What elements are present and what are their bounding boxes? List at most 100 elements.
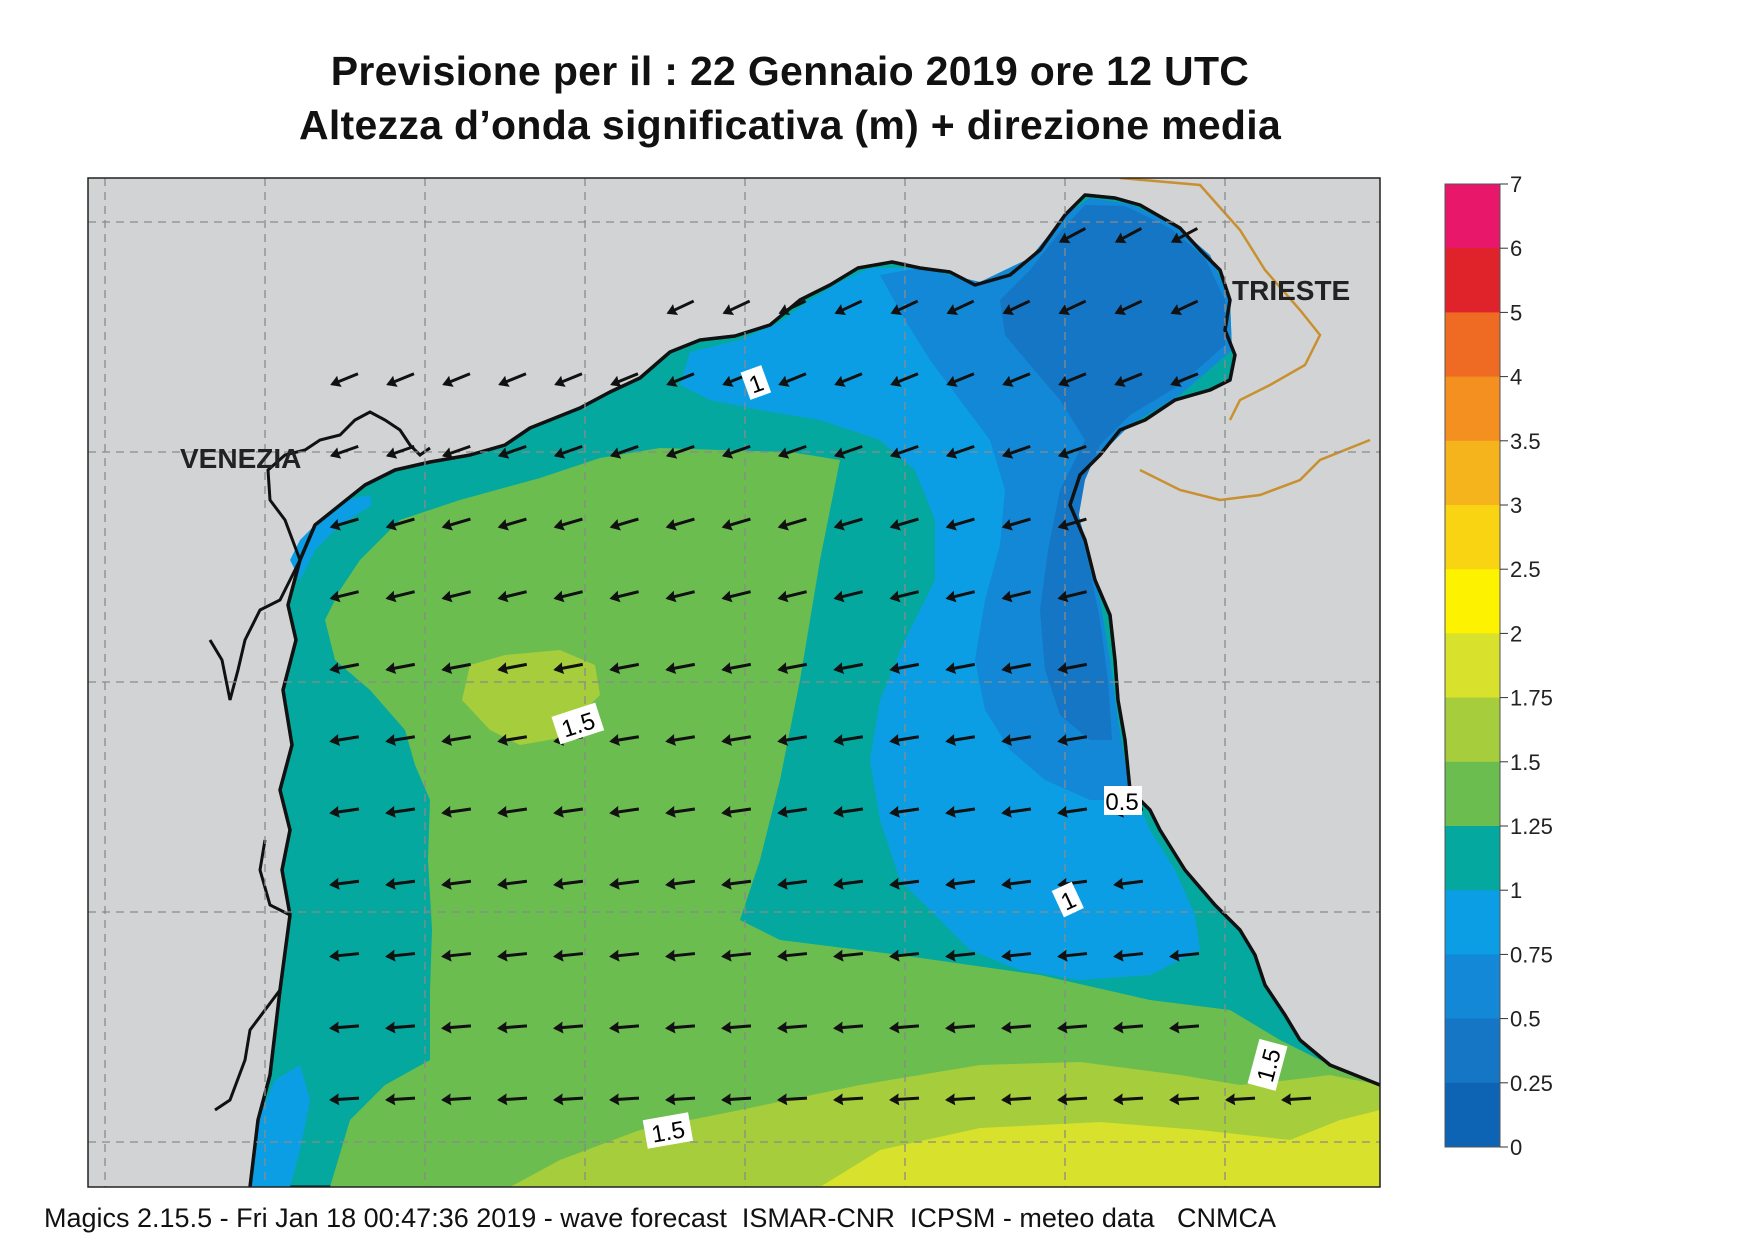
wave-arrow xyxy=(721,877,752,890)
wave-arrow xyxy=(890,372,919,387)
legend-tick-label: 0.5 xyxy=(1510,1007,1541,1032)
contour-label: 1 xyxy=(1051,881,1084,918)
wave-arrow xyxy=(610,372,639,387)
wave-arrow xyxy=(553,1093,584,1106)
wave-arrow xyxy=(1113,1021,1144,1034)
wave-arrow xyxy=(1058,299,1087,315)
wave-arrow xyxy=(329,662,360,675)
sea-band-1-25 xyxy=(325,448,1380,1187)
legend-tick-label: 0.25 xyxy=(1510,1071,1553,1096)
legend-swatch xyxy=(1445,1018,1500,1084)
wave-arrow xyxy=(497,1021,528,1034)
wave-arrow xyxy=(945,517,975,531)
wave-arrow xyxy=(665,805,696,818)
wave-arrow xyxy=(1001,877,1032,890)
wave-arrow xyxy=(889,877,920,890)
wave-arrow xyxy=(385,444,415,459)
wave-arrow xyxy=(777,1093,808,1106)
legend-tick-label: 5 xyxy=(1510,300,1522,325)
wave-arrow xyxy=(329,1093,360,1106)
wave-arrow xyxy=(1057,734,1088,746)
wave-arrow xyxy=(1057,949,1088,962)
wave-arrow xyxy=(665,949,696,962)
wave-arrow xyxy=(777,805,808,818)
wave-arrow xyxy=(609,734,640,746)
wave-arrow xyxy=(1169,1021,1200,1034)
wave-arrow xyxy=(553,517,583,531)
wave-arrow xyxy=(1058,227,1087,244)
wave-arrow xyxy=(777,590,807,603)
wave-arrow xyxy=(553,1021,584,1034)
wave-arrow xyxy=(721,949,752,962)
wave-arrow xyxy=(385,734,416,746)
legend-tick-label: 7 xyxy=(1510,172,1522,197)
wave-arrow xyxy=(1113,1093,1144,1106)
legend-swatch xyxy=(1445,954,1500,1020)
wave-arrow xyxy=(553,590,583,603)
wave-arrow xyxy=(1281,1093,1312,1106)
wave-arrow xyxy=(441,662,472,675)
legend-tick-label: 1.75 xyxy=(1510,686,1553,711)
wave-arrow xyxy=(946,299,975,315)
wave-arrow xyxy=(385,1021,416,1034)
wave-arrow xyxy=(1113,877,1144,890)
sea-band-1-southwest xyxy=(250,1065,310,1187)
wave-arrow xyxy=(329,590,359,603)
wave-arrow xyxy=(1170,372,1199,387)
legend-tick-label: 3 xyxy=(1510,493,1522,518)
wave-arrow xyxy=(945,1093,976,1106)
wave-arrow xyxy=(833,662,864,675)
wave-arrow xyxy=(329,805,360,818)
wave-arrow xyxy=(889,590,919,603)
wave-arrow xyxy=(330,372,359,387)
wave-arrow xyxy=(665,517,695,531)
wave-arrow xyxy=(609,877,640,890)
wave-arrow xyxy=(721,805,752,818)
wave-arrow xyxy=(609,1093,640,1106)
legend-swatch xyxy=(1445,312,1500,378)
legend-swatch xyxy=(1445,633,1500,699)
wave-arrow xyxy=(329,734,360,746)
wave-arrow xyxy=(945,734,976,746)
wave-arrow xyxy=(721,517,751,531)
title-line-1: Previsione per il : 22 Gennaio 2019 ore … xyxy=(330,48,1250,94)
wave-arrow xyxy=(329,949,360,962)
wave-arrow xyxy=(721,590,751,603)
wave-arrow xyxy=(833,734,864,746)
wave-arrow xyxy=(609,517,639,531)
wave-arrow xyxy=(721,734,752,746)
wave-arrow xyxy=(385,1093,416,1106)
legend-swatch xyxy=(1445,440,1500,506)
wave-arrow xyxy=(1001,444,1031,459)
wave-arrow xyxy=(497,877,528,890)
wave-arrow xyxy=(497,444,527,459)
legend-tick-label: 1.25 xyxy=(1510,814,1553,839)
legend-swatch xyxy=(1445,376,1500,442)
wave-arrow xyxy=(889,1093,920,1106)
footer-credits: Magics 2.15.5 - Fri Jan 18 00:47:36 2019… xyxy=(44,1203,1276,1233)
wave-arrow xyxy=(1001,662,1032,675)
wave-arrow xyxy=(1001,590,1031,603)
wave-arrow xyxy=(1002,372,1031,387)
legend-tick-label: 4 xyxy=(1510,365,1522,390)
wave-arrow xyxy=(777,517,807,531)
wave-arrow xyxy=(553,444,583,459)
wave-arrow xyxy=(1001,1093,1032,1106)
legend-tick-label: 2 xyxy=(1510,621,1522,646)
wave-arrow xyxy=(553,662,584,675)
legend-frame xyxy=(1444,183,1501,1148)
legend-swatch xyxy=(1445,826,1500,891)
wave-arrow xyxy=(1002,299,1031,315)
sea-band-1-75 xyxy=(820,1110,1380,1187)
wave-arrow xyxy=(833,1093,864,1106)
wave-arrow xyxy=(441,444,471,459)
wave-arrow xyxy=(609,590,639,603)
wave-arrow xyxy=(441,734,472,746)
wave-arrow xyxy=(553,949,584,962)
legend-swatch xyxy=(1445,505,1500,570)
wave-arrow xyxy=(1057,590,1087,603)
wave-arrow xyxy=(329,444,359,459)
title-line-2: Altezza d’onda significativa (m) + direz… xyxy=(298,102,1282,148)
wave-arrow xyxy=(721,1021,752,1034)
